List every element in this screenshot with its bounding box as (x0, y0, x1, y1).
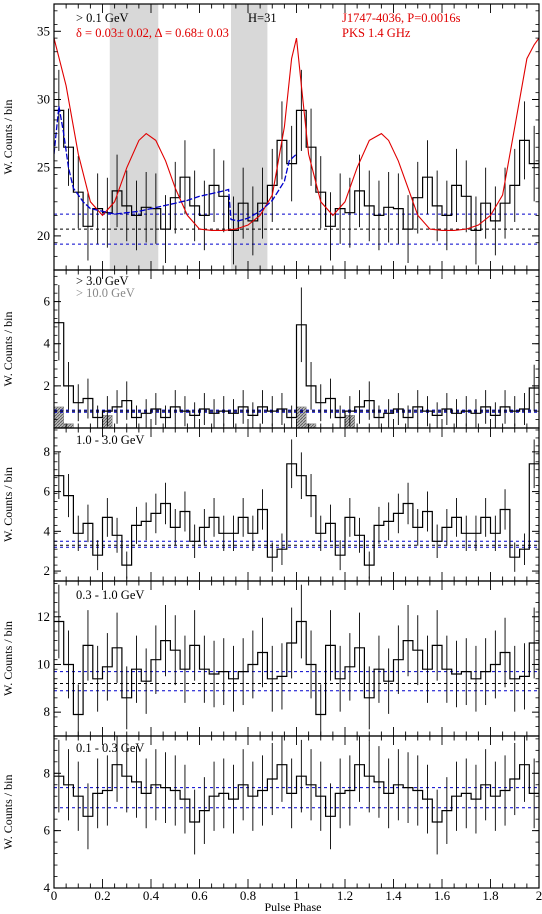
plot-area (54, 736, 539, 855)
y-tick-label: 4 (44, 523, 51, 538)
model-curve-line (54, 106, 297, 222)
y-tick-label: 4 (44, 336, 51, 351)
y-tick-label: 6 (44, 294, 51, 309)
x-tick-label: 1.2 (337, 888, 353, 903)
y-tick-label: 8 (44, 704, 51, 719)
x-tick-label: 0 (51, 888, 58, 903)
y-tick-label: 4 (44, 880, 51, 895)
high-energy-bar (63, 423, 74, 428)
y-tick-label: 20 (37, 228, 50, 243)
y-axis-title: W. Counts / bin (1, 312, 15, 387)
plot-area (54, 284, 539, 428)
x-tick-label: 1.6 (434, 888, 451, 903)
radio-profile-line (54, 37, 539, 231)
energy-label-0.1-0.3gev: 0.1 - 0.3 GeV (76, 741, 144, 755)
histogram-series (54, 620, 539, 716)
panel-0.3-1gev: 8 10 12 W. Counts / bin (1, 580, 540, 737)
y-tick-label: 10 (37, 656, 50, 671)
y-tick-label: 6 (44, 484, 51, 499)
histogram-series (54, 322, 539, 419)
panel-1-3gev: 2 4 6 8 W. Counts / bin (1, 427, 540, 582)
x-tick-label: 1 (293, 888, 300, 903)
x-tick-label: 1.4 (385, 888, 402, 903)
y-tick-label: 12 (37, 609, 50, 624)
energy-label-0.3-1gev: 0.3 - 1.0 GeV (76, 588, 144, 602)
y-tick-label: 8 (44, 765, 51, 780)
x-axis-title: Pulse Phase (265, 900, 322, 914)
y-axis-title: W. Counts / bin (1, 775, 15, 850)
fit-params-label: δ = 0.03± 0.02, Δ = 0.68± 0.03 (76, 26, 229, 40)
histogram-series (54, 463, 539, 566)
high-energy-bar (305, 423, 317, 428)
x-tick-label: 0.4 (143, 888, 160, 903)
y-tick-label: 2 (44, 563, 51, 578)
radio-label: PKS 1.4 GHz (342, 26, 411, 40)
energy-label-1-3gev: 1.0 - 3.0 GeV (76, 433, 144, 447)
x-tick-label: 0.6 (191, 888, 208, 903)
energy-label-top: > 0.1 GeV (76, 11, 129, 25)
energy-label-10gev: > 10.0 GeV (76, 286, 135, 300)
energy-label-3gev: > 3.0 GeV (76, 274, 129, 288)
x-tick-label: 0.2 (94, 888, 110, 903)
panel-above-0.1gev: 20 25 30 35 W. Counts / bin (1, 3, 540, 271)
plot-area (54, 584, 539, 736)
panel-above-3gev: 2 4 6 W. Counts / bin (1, 269, 540, 429)
y-tick-label: 35 (37, 23, 50, 38)
histogram-series (54, 109, 539, 231)
histogram-series (54, 764, 539, 823)
y-tick-label: 8 (44, 444, 51, 459)
x-tick-label: 0.8 (240, 888, 256, 903)
y-axis-title: W. Counts / bin (1, 621, 15, 696)
plot-area (54, 439, 539, 579)
y-axis-title: W. Counts / bin (1, 467, 15, 542)
pulsar-name-label: J1747-4036, P=0.0016s (342, 11, 461, 25)
y-tick-label: 2 (44, 378, 51, 393)
plot-area (54, 4, 539, 270)
panel-0.1-0.3gev: 4 6 8 W. Counts / bin (1, 735, 540, 895)
y-axis-title: W. Counts / bin (1, 100, 15, 175)
y-tick-label: 6 (44, 823, 51, 838)
y-tick-label: 30 (37, 91, 50, 106)
x-tick-label: 1.8 (482, 888, 498, 903)
offpulse-region (231, 4, 268, 270)
y-tick-label: 25 (37, 160, 50, 175)
x-tick-label: 2 (536, 888, 542, 903)
htest-label: H=31 (248, 11, 277, 25)
